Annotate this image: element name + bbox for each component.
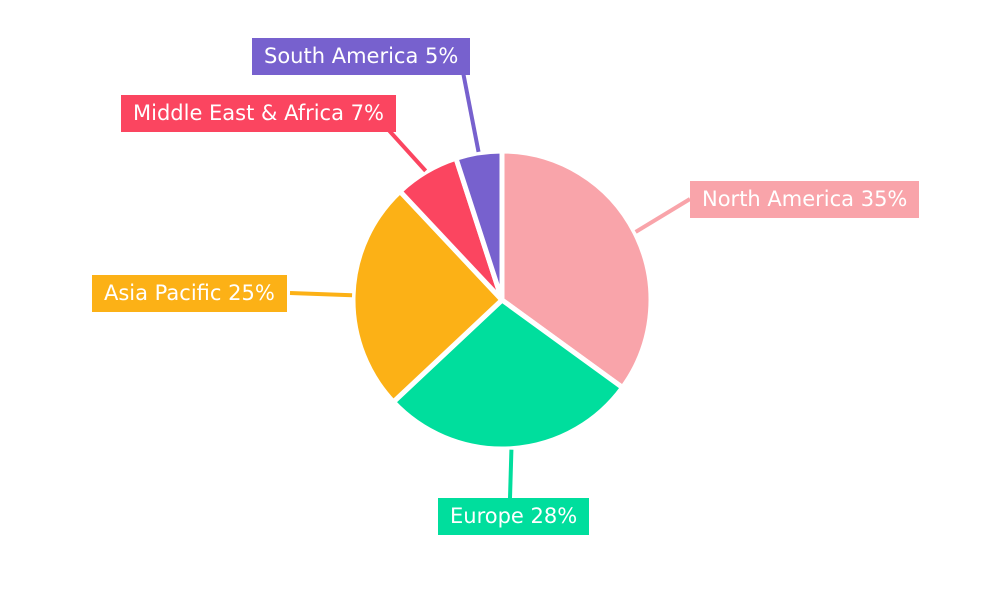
- leader-line-europe: [508, 449, 514, 499]
- slice-label-middle-east-africa: Middle East & Africa 7%: [121, 95, 396, 132]
- slice-label-asia-pacific: Asia Pacific 25%: [92, 275, 287, 312]
- pie-slice-asia-pacific: [350, 188, 505, 405]
- leader-line-middle-east-africa: [383, 124, 428, 173]
- pie-slice-north-america: [499, 148, 654, 391]
- pie-slice-europe: [390, 297, 626, 452]
- slice-label-north-america: North America 35%: [690, 181, 920, 218]
- slice-label-europe: Europe 28%: [438, 498, 590, 535]
- slice-label-south-america: South America 5%: [252, 38, 471, 75]
- leader-line-north-america: [634, 197, 692, 234]
- leader-line-asia-pacific: [289, 291, 353, 298]
- leader-line-south-america: [461, 71, 481, 153]
- pie-slice-south-america: [453, 148, 505, 303]
